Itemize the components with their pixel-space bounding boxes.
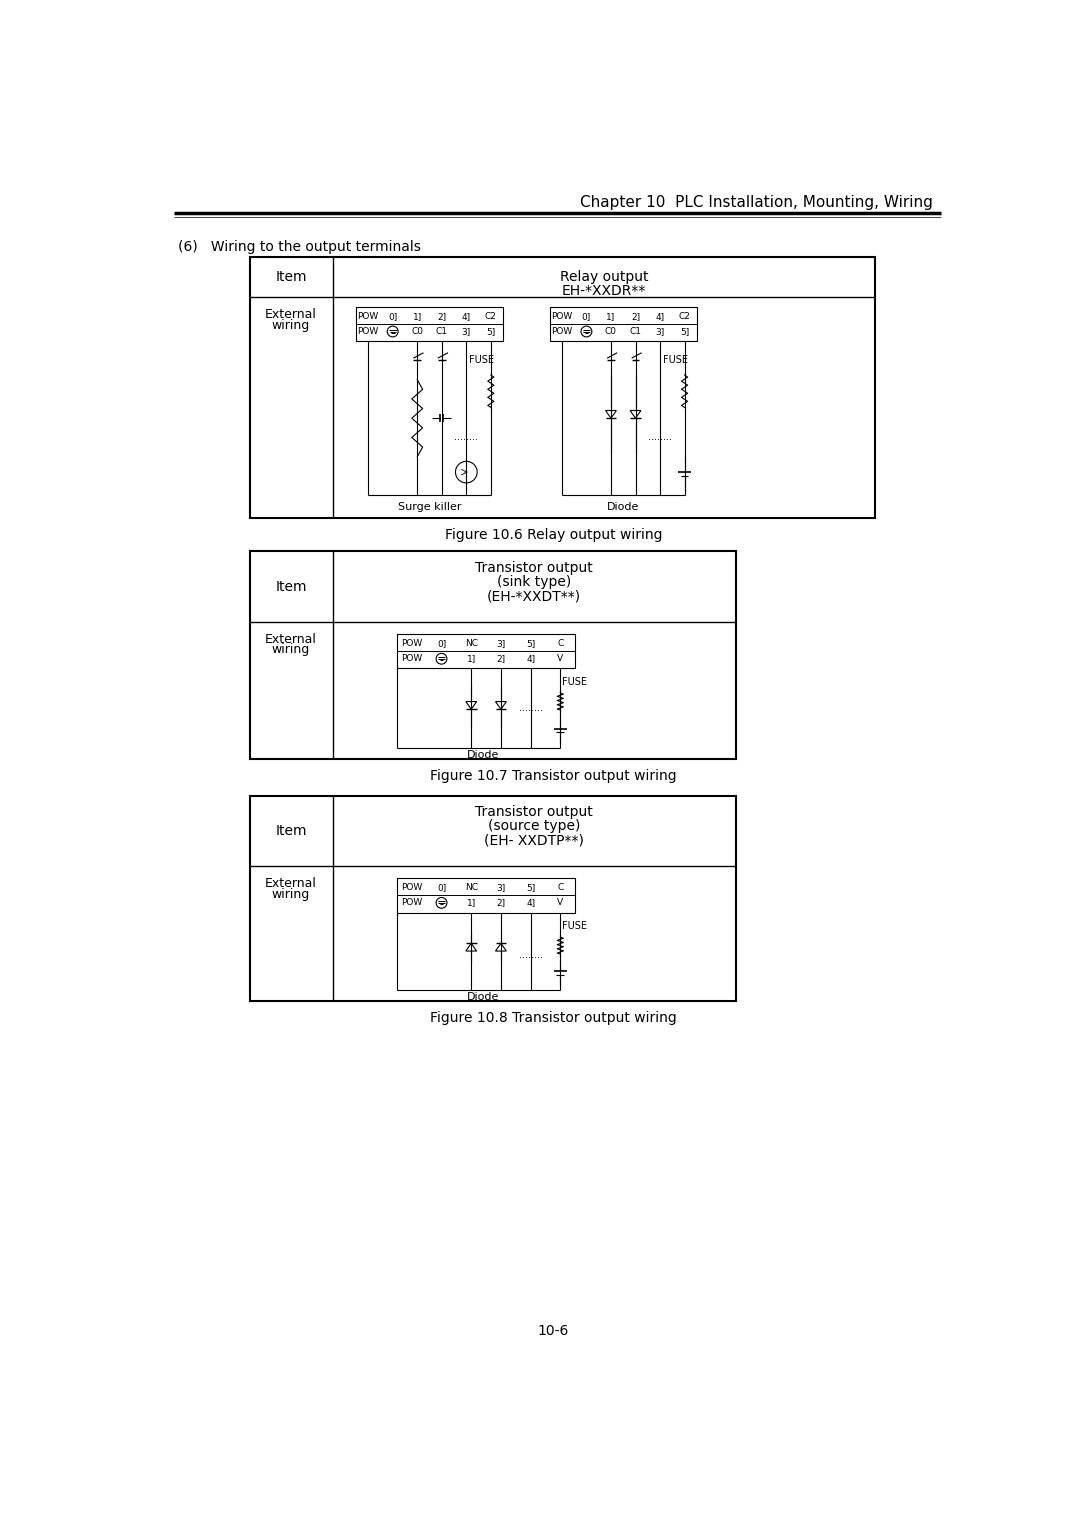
Text: Figure 10.8 Transistor output wiring: Figure 10.8 Transistor output wiring — [430, 1012, 677, 1025]
Text: C0: C0 — [605, 327, 617, 336]
Text: FUSE: FUSE — [469, 356, 494, 365]
Text: 0]: 0] — [437, 639, 446, 648]
Text: 2]: 2] — [497, 898, 505, 908]
Text: POW: POW — [401, 883, 422, 892]
Text: FUSE: FUSE — [562, 921, 586, 932]
Text: 5]: 5] — [526, 639, 536, 648]
Text: 5]: 5] — [526, 883, 536, 892]
Bar — [249, 552, 735, 759]
Text: Figure 10.6 Relay output wiring: Figure 10.6 Relay output wiring — [445, 529, 662, 542]
Text: Item: Item — [275, 824, 307, 837]
Text: C2: C2 — [485, 312, 497, 321]
Text: Transistor output: Transistor output — [475, 805, 593, 819]
Text: 10-6: 10-6 — [538, 1323, 569, 1337]
Text: 3]: 3] — [497, 883, 505, 892]
Text: wiring: wiring — [272, 888, 310, 900]
Text: V: V — [557, 898, 564, 908]
Text: (sink type): (sink type) — [497, 575, 571, 590]
Text: 3]: 3] — [497, 639, 505, 648]
Text: External: External — [265, 633, 316, 646]
Text: C: C — [557, 883, 564, 892]
Text: Transistor output: Transistor output — [475, 561, 593, 576]
Text: ........: ........ — [648, 432, 672, 443]
Bar — [249, 257, 875, 518]
Text: POW: POW — [401, 639, 422, 648]
Text: Surge killer: Surge killer — [397, 501, 461, 512]
Text: 0]: 0] — [388, 312, 397, 321]
Text: 1]: 1] — [467, 898, 476, 908]
Bar — [397, 879, 576, 912]
Bar — [397, 634, 576, 668]
Text: 2]: 2] — [631, 312, 640, 321]
Text: POW: POW — [357, 312, 379, 321]
Text: 1]: 1] — [606, 312, 616, 321]
Bar — [249, 796, 735, 1001]
Text: Relay output: Relay output — [559, 269, 648, 284]
Text: Chapter 10  PLC Installation, Mounting, Wiring: Chapter 10 PLC Installation, Mounting, W… — [580, 196, 933, 211]
Text: ........: ........ — [518, 703, 542, 714]
Text: 0]: 0] — [437, 883, 446, 892]
Text: Diode: Diode — [468, 750, 500, 761]
Text: FUSE: FUSE — [663, 356, 688, 365]
Text: wiring: wiring — [272, 643, 310, 657]
Text: ........: ........ — [518, 950, 542, 960]
Text: External: External — [265, 307, 316, 321]
Text: Item: Item — [275, 270, 307, 284]
Text: External: External — [265, 877, 316, 889]
Text: Item: Item — [275, 579, 307, 594]
Bar — [550, 307, 697, 341]
Text: POW: POW — [551, 312, 572, 321]
Text: EH-*XXDR**: EH-*XXDR** — [562, 284, 646, 298]
Text: (EH- XXDTP**): (EH- XXDTP**) — [484, 833, 584, 847]
Text: 4]: 4] — [526, 654, 536, 663]
Text: 5]: 5] — [486, 327, 496, 336]
Text: FUSE: FUSE — [562, 677, 586, 688]
Text: 4]: 4] — [656, 312, 664, 321]
Text: POW: POW — [551, 327, 572, 336]
Text: 3]: 3] — [461, 327, 471, 336]
Text: 4]: 4] — [462, 312, 471, 321]
Text: Diode: Diode — [468, 992, 500, 1002]
Text: 1]: 1] — [467, 654, 476, 663]
Bar — [356, 307, 503, 341]
Text: C: C — [557, 639, 564, 648]
Text: 3]: 3] — [656, 327, 664, 336]
Text: 2]: 2] — [437, 312, 446, 321]
Text: 5]: 5] — [680, 327, 689, 336]
Text: C0: C0 — [411, 327, 423, 336]
Text: POW: POW — [401, 898, 422, 908]
Text: (6)   Wiring to the output terminals: (6) Wiring to the output terminals — [177, 240, 420, 254]
Text: C2: C2 — [678, 312, 690, 321]
Text: ........: ........ — [455, 432, 478, 443]
Text: wiring: wiring — [272, 318, 310, 332]
Text: Diode: Diode — [607, 501, 639, 512]
Text: NC: NC — [464, 639, 477, 648]
Text: 1]: 1] — [413, 312, 422, 321]
Text: 2]: 2] — [497, 654, 505, 663]
Text: POW: POW — [401, 654, 422, 663]
Text: (source type): (source type) — [488, 819, 580, 833]
Text: POW: POW — [357, 327, 379, 336]
Text: 4]: 4] — [526, 898, 536, 908]
Text: Figure 10.7 Transistor output wiring: Figure 10.7 Transistor output wiring — [430, 769, 677, 784]
Text: C1: C1 — [435, 327, 448, 336]
Text: 0]: 0] — [582, 312, 591, 321]
Text: (EH-*XXDT**): (EH-*XXDT**) — [487, 590, 581, 604]
Text: C1: C1 — [630, 327, 642, 336]
Text: NC: NC — [464, 883, 477, 892]
Text: V: V — [557, 654, 564, 663]
